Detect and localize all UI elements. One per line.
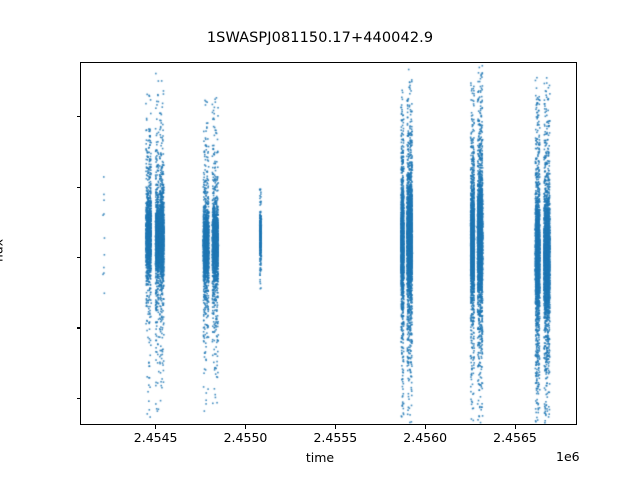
x-axis-label: time bbox=[305, 450, 335, 465]
y-tick-mark bbox=[76, 116, 81, 118]
x-tick-mark bbox=[514, 425, 516, 429]
y-axis-label: flux bbox=[0, 238, 6, 263]
x-tick-mark bbox=[334, 425, 336, 429]
y-tick-mark bbox=[76, 186, 81, 188]
y-tick-mark bbox=[76, 327, 81, 329]
x-tick-label: 2.4545 bbox=[133, 430, 178, 445]
y-tick-mark bbox=[76, 397, 81, 399]
x-tick-mark bbox=[155, 425, 157, 429]
chart-title: 1SWASPJ081150.17+440042.9 bbox=[206, 30, 434, 46]
plot-axes-area bbox=[80, 62, 577, 425]
x-tick-label: 2.4555 bbox=[313, 430, 358, 445]
x-tick-mark bbox=[244, 425, 247, 429]
scatter-data-layer bbox=[81, 63, 576, 424]
x-tick-mark bbox=[424, 425, 426, 429]
y-tick-mark bbox=[76, 257, 81, 259]
x-tick-label: 2.4565 bbox=[493, 430, 537, 445]
x-tick-label: 2.4560 bbox=[403, 430, 448, 445]
x-axis-offset-label: 1e6 bbox=[556, 449, 580, 464]
x-tick-label: 2.4550 bbox=[223, 430, 268, 445]
